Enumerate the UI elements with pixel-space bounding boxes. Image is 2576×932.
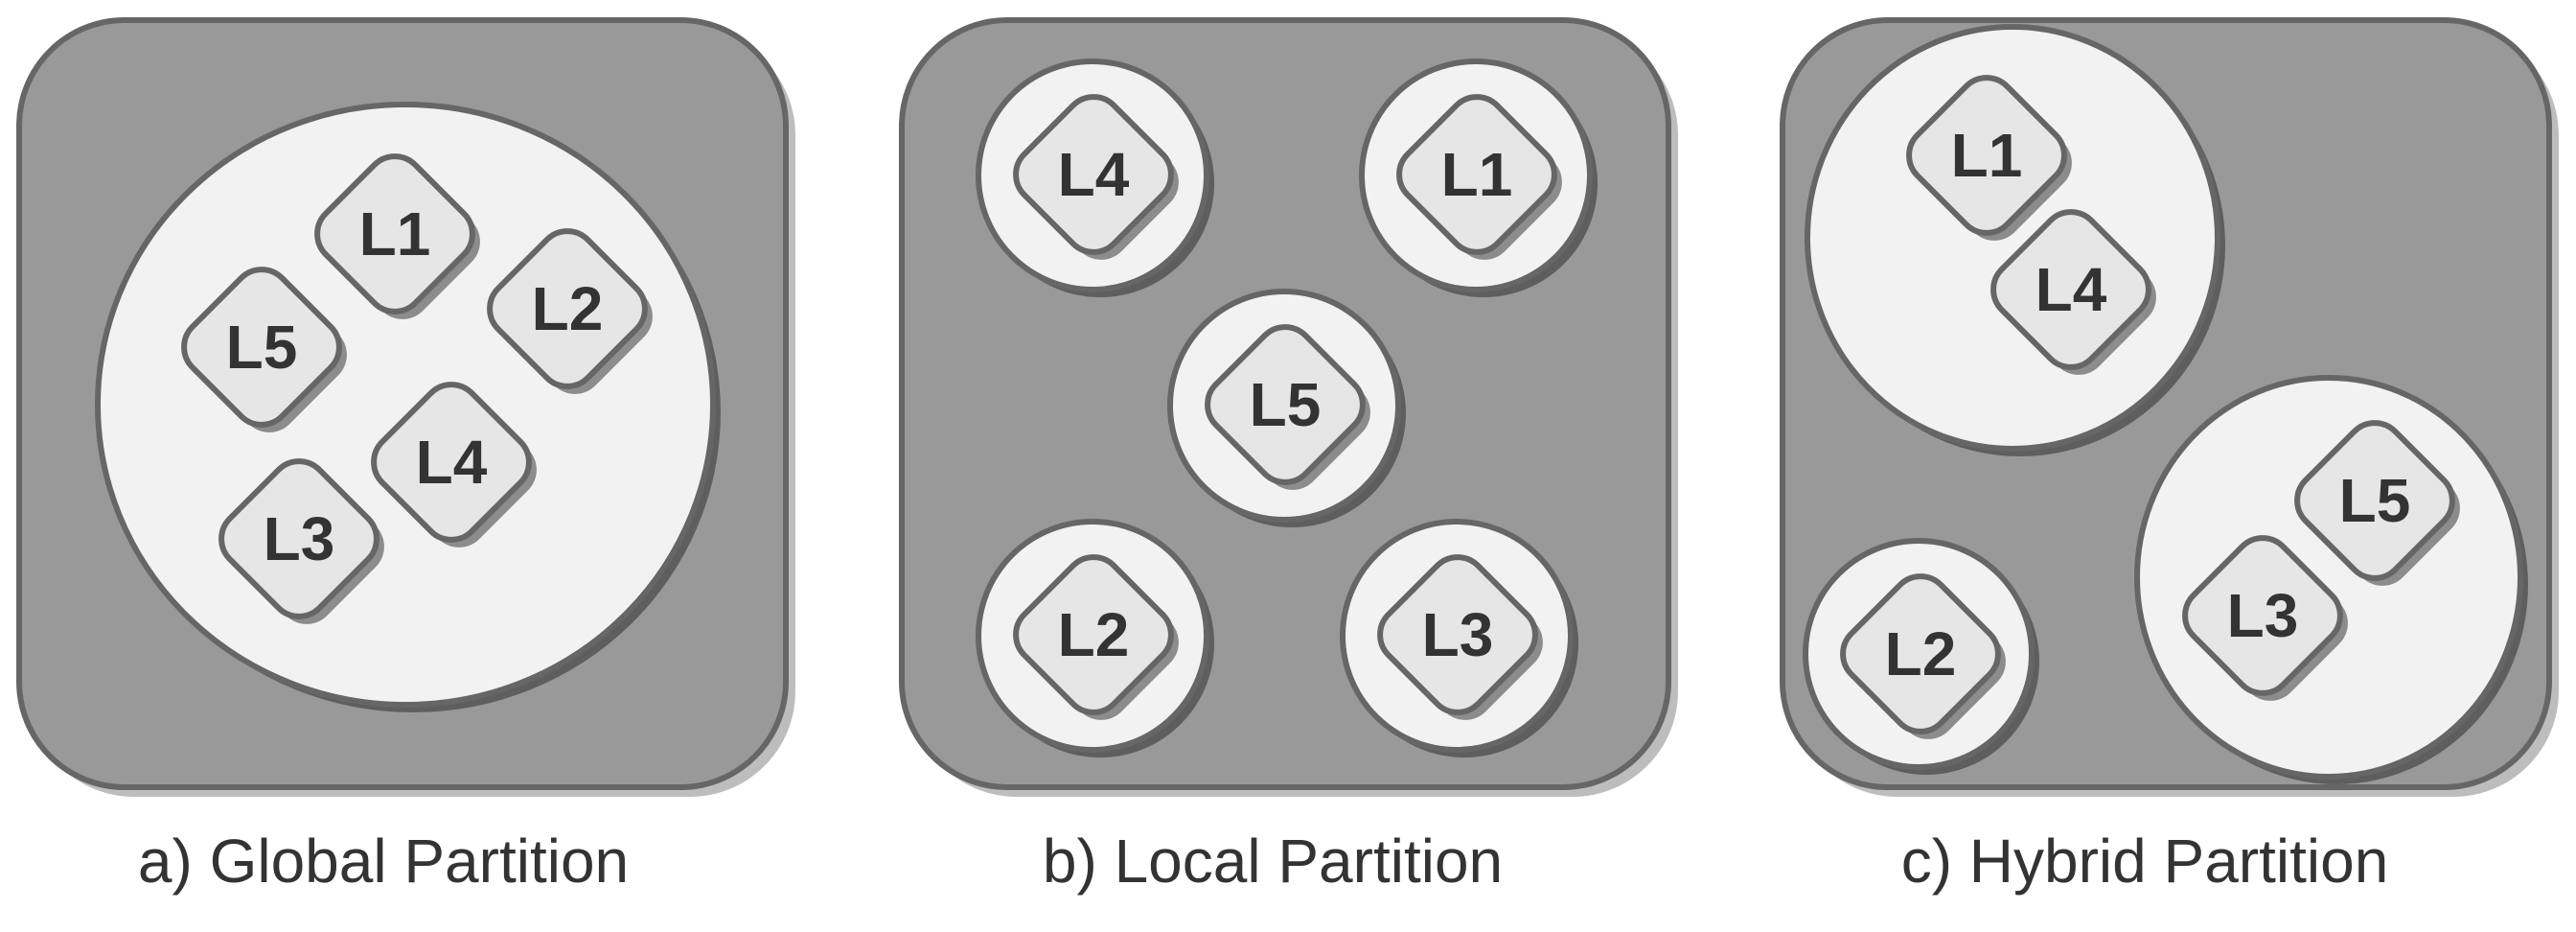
caption: c) Hybrid Partition: [1901, 827, 2389, 896]
node-diamond: [181, 267, 342, 428]
partition-group: L3: [1340, 519, 1578, 757]
node-label: L2: [1058, 600, 1130, 669]
partition-group: L5: [1167, 289, 1406, 527]
node-l2: L2: [487, 228, 653, 394]
diagram-hybrid-partition: L1 L4 L5 L3 L2 c) Hybrid Partition: [1780, 17, 2559, 896]
partition-group: L1 L2 L5 L4 L3: [95, 102, 721, 712]
node-diamond: [1990, 209, 2151, 370]
node-label: L4: [2036, 255, 2107, 324]
node-label: L1: [1951, 121, 2023, 190]
partition-group: L1 L4: [1805, 24, 2225, 456]
node-diamond: [487, 228, 648, 389]
node-diamond: [1205, 324, 1366, 485]
node-diamond: [371, 382, 532, 543]
node-label: L4: [1058, 140, 1130, 209]
node-label: L4: [416, 428, 488, 497]
node-label: L5: [226, 313, 298, 382]
node-diamond: [2182, 535, 2343, 696]
partition-group: L2: [976, 519, 1214, 757]
node-diamond: [1906, 75, 2067, 236]
node-label: L1: [1441, 140, 1513, 209]
node-l5: L5: [181, 267, 347, 432]
partition-group: L2: [1803, 538, 2039, 775]
group-circle: [2134, 375, 2523, 780]
node-diamond: [1840, 573, 2001, 734]
node-l3: L3: [218, 458, 384, 624]
caption: a) Global Partition: [138, 827, 629, 896]
node-label: L3: [2227, 581, 2299, 650]
node-diamond: [1013, 94, 1174, 255]
node-l4: L4: [371, 382, 537, 548]
node-label: L2: [1885, 619, 1957, 688]
partition-group: L5 L3: [2134, 375, 2528, 784]
node-label: L1: [359, 199, 431, 268]
node-l1: L1: [314, 153, 480, 319]
node-diamond: [1013, 554, 1174, 715]
node-label: L5: [2339, 466, 2411, 535]
node-label: L2: [532, 274, 604, 343]
node-diamond: [1377, 554, 1538, 715]
node-label: L3: [264, 504, 335, 573]
node-label: L5: [1250, 370, 1322, 439]
caption: b) Local Partition: [1043, 827, 1503, 896]
diagram-global-partition: L1 L2 L5 L4 L3 a) Globa: [16, 17, 795, 896]
diagram-local-partition: L4 L1 L5 L2 L3: [899, 17, 1678, 896]
node-diamond: [218, 458, 380, 619]
partition-group: L1: [1359, 58, 1598, 297]
partition-group: L4: [976, 58, 1214, 297]
node-label: L3: [1422, 600, 1494, 669]
node-diamond: [1396, 94, 1557, 255]
node-diamond: [2294, 420, 2455, 581]
node-diamond: [314, 153, 475, 315]
